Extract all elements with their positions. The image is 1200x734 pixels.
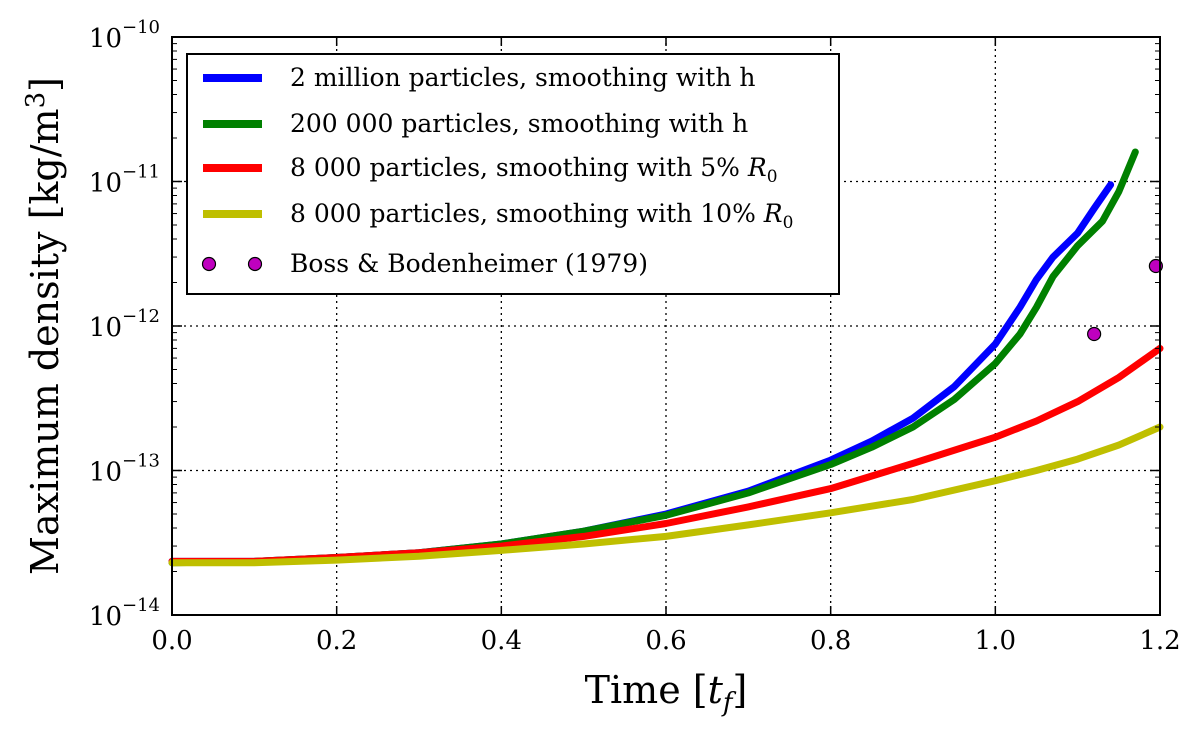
points-layer bbox=[1087, 258, 1163, 342]
x-tick-label: 0.8 bbox=[810, 626, 851, 656]
series-line-4 bbox=[168, 423, 1164, 567]
legend-label-4: 8 000 particles, smoothing with 10% R0 bbox=[290, 199, 793, 233]
y-tick-label: 10−14 bbox=[89, 595, 160, 632]
y-tick-label: 10−12 bbox=[89, 306, 160, 343]
x-tick-label: 0.2 bbox=[316, 626, 357, 656]
x-tick-label: 0.4 bbox=[481, 626, 522, 656]
x-axis-label: Time [tf] bbox=[585, 668, 748, 718]
y-tick-base: 10 bbox=[89, 24, 122, 54]
legend-label-2: 200 000 particles, smoothing with h bbox=[290, 109, 748, 138]
legend: 2 million particles, smoothing with h 200… bbox=[186, 53, 840, 295]
y-axis-label: Maximum density [kg/m3] bbox=[21, 77, 67, 575]
series-layer bbox=[168, 148, 1164, 567]
y-tick-exponent: −11 bbox=[122, 162, 160, 183]
legend-label-3: 8 000 particles, smoothing with 5% R0 bbox=[290, 153, 778, 187]
x-tick-label: 0.0 bbox=[151, 626, 192, 656]
y-tick-label: 10−13 bbox=[89, 451, 160, 488]
legend-label-1: 2 million particles, smoothing with h bbox=[290, 63, 755, 92]
legend-label-5: Boss & Bodenheimer (1979) bbox=[290, 249, 648, 278]
y-tick-base: 10 bbox=[89, 169, 122, 199]
y-tick-exponent: −10 bbox=[122, 17, 160, 38]
legend-point-marker bbox=[201, 256, 217, 272]
ticks: 0.0 0.2 0.4 0.6 0.8 1.0 1.210−1410−1310−1210−1… bbox=[89, 17, 1181, 656]
boss-bodenheimer-point bbox=[1087, 326, 1102, 342]
y-tick-label: 10−10 bbox=[89, 17, 160, 54]
x-tick-label: 1.2 bbox=[1139, 626, 1180, 656]
y-tick-base: 10 bbox=[89, 458, 122, 488]
x-tick-label: 0.6 bbox=[645, 626, 686, 656]
y-tick-exponent: −14 bbox=[122, 595, 160, 616]
y-tick-exponent: −13 bbox=[122, 451, 160, 472]
y-tick-base: 10 bbox=[89, 313, 122, 343]
x-tick-label: 1.0 bbox=[975, 626, 1016, 656]
legend-box bbox=[186, 53, 840, 295]
y-tick-base: 10 bbox=[89, 602, 122, 632]
y-tick-exponent: −12 bbox=[122, 306, 160, 327]
legend-point-marker bbox=[247, 256, 263, 272]
y-tick-label: 10−11 bbox=[89, 162, 160, 199]
